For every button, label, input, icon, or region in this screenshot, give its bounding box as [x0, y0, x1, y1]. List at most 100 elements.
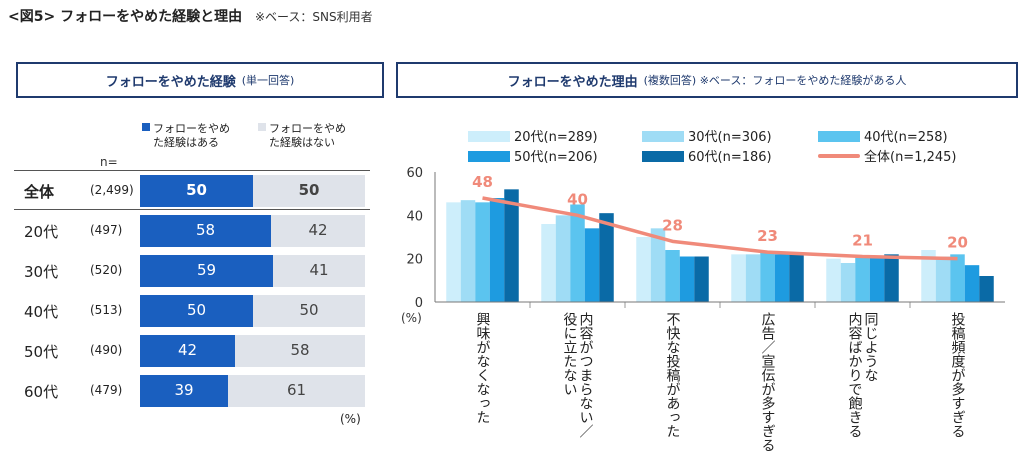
legend-item: 30代(n=306) — [642, 126, 772, 145]
figure-title-text: <図5> フォローをやめた経験と理由 — [8, 9, 243, 25]
left-unit-label: (%) — [340, 412, 361, 426]
legend-swatch — [642, 151, 684, 162]
category-label: 不快な投稿があった — [665, 312, 681, 438]
row-sample-size: (490) — [90, 343, 123, 357]
bar — [884, 254, 899, 302]
figure-title: <図5> フォローをやめた経験と理由 ※ベース：SNS利用者 — [8, 6, 373, 26]
right-panel-subtitle: (複数回答) ※ベース：フォローをやめた経験がある人 — [643, 74, 907, 87]
experience-yes-bar — [140, 255, 273, 287]
row-sample-size: (513) — [90, 303, 123, 317]
left-panel-header: フォローをやめた経験 (単一回答) — [16, 62, 384, 98]
experience-yes-bar — [140, 375, 228, 407]
row-age-label: 40代 — [24, 303, 59, 321]
row-age-label: 30代 — [24, 263, 59, 281]
experience-row: 20代 (497) 58 42 — [14, 212, 370, 248]
right-panel-header: フォローをやめた理由 (複数回答) ※ベース：フォローをやめた経験がある人 — [396, 62, 1018, 98]
left-panel-subtitle: (単一回答) — [241, 74, 295, 87]
left-panel-title: フォローをやめた経験 — [105, 74, 236, 90]
experience-yes-bar — [140, 295, 253, 327]
bar — [921, 250, 936, 302]
experience-no-value: 58 — [290, 341, 310, 359]
experience-no-value: 41 — [309, 261, 329, 279]
table-top-rule — [14, 170, 370, 171]
experience-row: 40代 (513) 50 50 — [14, 292, 370, 328]
category-label: 広告／宣伝が多すぎる — [760, 312, 776, 452]
experience-yes-bar — [140, 335, 235, 367]
total-value-label: 20 — [947, 234, 968, 252]
total-value-label: 48 — [472, 173, 493, 191]
bar — [584, 228, 600, 302]
bar — [555, 215, 571, 302]
experience-row: 30代 (520) 59 41 — [14, 252, 370, 288]
bar — [760, 252, 775, 302]
right-panel-title: フォローをやめた理由 — [507, 74, 638, 90]
legend-label: 全体(n=1,245) — [864, 150, 957, 165]
experience-row: 全体 (2,499) 50 50 — [14, 172, 370, 208]
bar — [964, 265, 980, 302]
bar — [950, 254, 965, 302]
legend-swatch — [642, 131, 684, 142]
bar — [826, 258, 841, 302]
legend-item: 60代(n=186) — [642, 146, 772, 165]
category-label: 投稿頻度が多すぎる — [950, 312, 966, 438]
experience-row: 60代 (479) 39 61 — [14, 372, 370, 408]
bar — [460, 200, 476, 302]
bar — [665, 250, 680, 302]
experience-no-value: 50 — [299, 301, 319, 319]
bar — [979, 276, 994, 302]
bar — [789, 254, 804, 302]
bar — [541, 224, 556, 302]
category-label: 内容ばかりで飽きる — [847, 312, 863, 438]
row-sample-size: (497) — [90, 223, 123, 237]
experience-bar-track: 39 61 — [140, 375, 365, 407]
y-tick-label: 40 — [406, 209, 423, 224]
legend-swatch — [818, 131, 860, 142]
legend-experience-no: フォローをやめた経験はない — [258, 122, 353, 150]
experience-yes-value: 58 — [195, 221, 216, 239]
y-tick-label: 20 — [406, 253, 423, 268]
bar — [475, 202, 490, 302]
legend-item: 20代(n=289) — [468, 126, 598, 145]
legend-yes-swatch — [142, 123, 150, 131]
row-age-label: 20代 — [24, 223, 59, 241]
bar — [840, 263, 856, 302]
total-line — [482, 196, 958, 261]
experience-yes-value: 50 — [186, 301, 207, 319]
total-value-label: 21 — [852, 232, 873, 250]
row-age-label: 60代 — [24, 383, 59, 401]
bar — [869, 256, 885, 302]
table-total-rule — [14, 209, 370, 210]
row-sample-size: (479) — [90, 383, 123, 397]
legend-label: 30代(n=306) — [688, 130, 772, 145]
legend-item: 全体(n=1,245) — [818, 146, 957, 165]
bar — [935, 256, 951, 302]
experience-bar-track: 50 50 — [140, 175, 365, 207]
experience-yes-bar — [140, 215, 271, 247]
bar — [694, 256, 709, 302]
category-label: 内容がつまらない／ — [578, 312, 594, 438]
category-label: 興味がなくなった — [475, 312, 491, 424]
legend-swatch — [468, 131, 510, 142]
bar — [650, 228, 666, 302]
legend-label: 20代(n=289) — [514, 130, 598, 145]
legend-yes-label: フォローをやめた経験はある — [153, 122, 230, 149]
experience-bar-track: 50 50 — [140, 295, 365, 327]
experience-yes-value: 42 — [177, 341, 198, 359]
bar — [731, 254, 746, 302]
legend-swatch — [468, 151, 510, 162]
bar — [570, 204, 585, 302]
experience-no-value: 42 — [308, 221, 328, 239]
bar — [679, 256, 695, 302]
experience-no-value: 50 — [298, 181, 320, 199]
experience-no-value: 61 — [286, 381, 307, 399]
legend-experience-yes: フォローをやめた経験はある — [142, 122, 237, 150]
legend-label: 60代(n=186) — [688, 150, 772, 165]
bar — [504, 189, 519, 302]
experience-bar-track: 59 41 — [140, 255, 365, 287]
bar — [636, 237, 651, 302]
legend-no-swatch — [258, 123, 266, 131]
total-value-label: 28 — [662, 216, 683, 234]
y-tick-label: 60 — [406, 166, 423, 181]
experience-bar-track: 58 42 — [140, 215, 365, 247]
bar — [774, 254, 790, 302]
